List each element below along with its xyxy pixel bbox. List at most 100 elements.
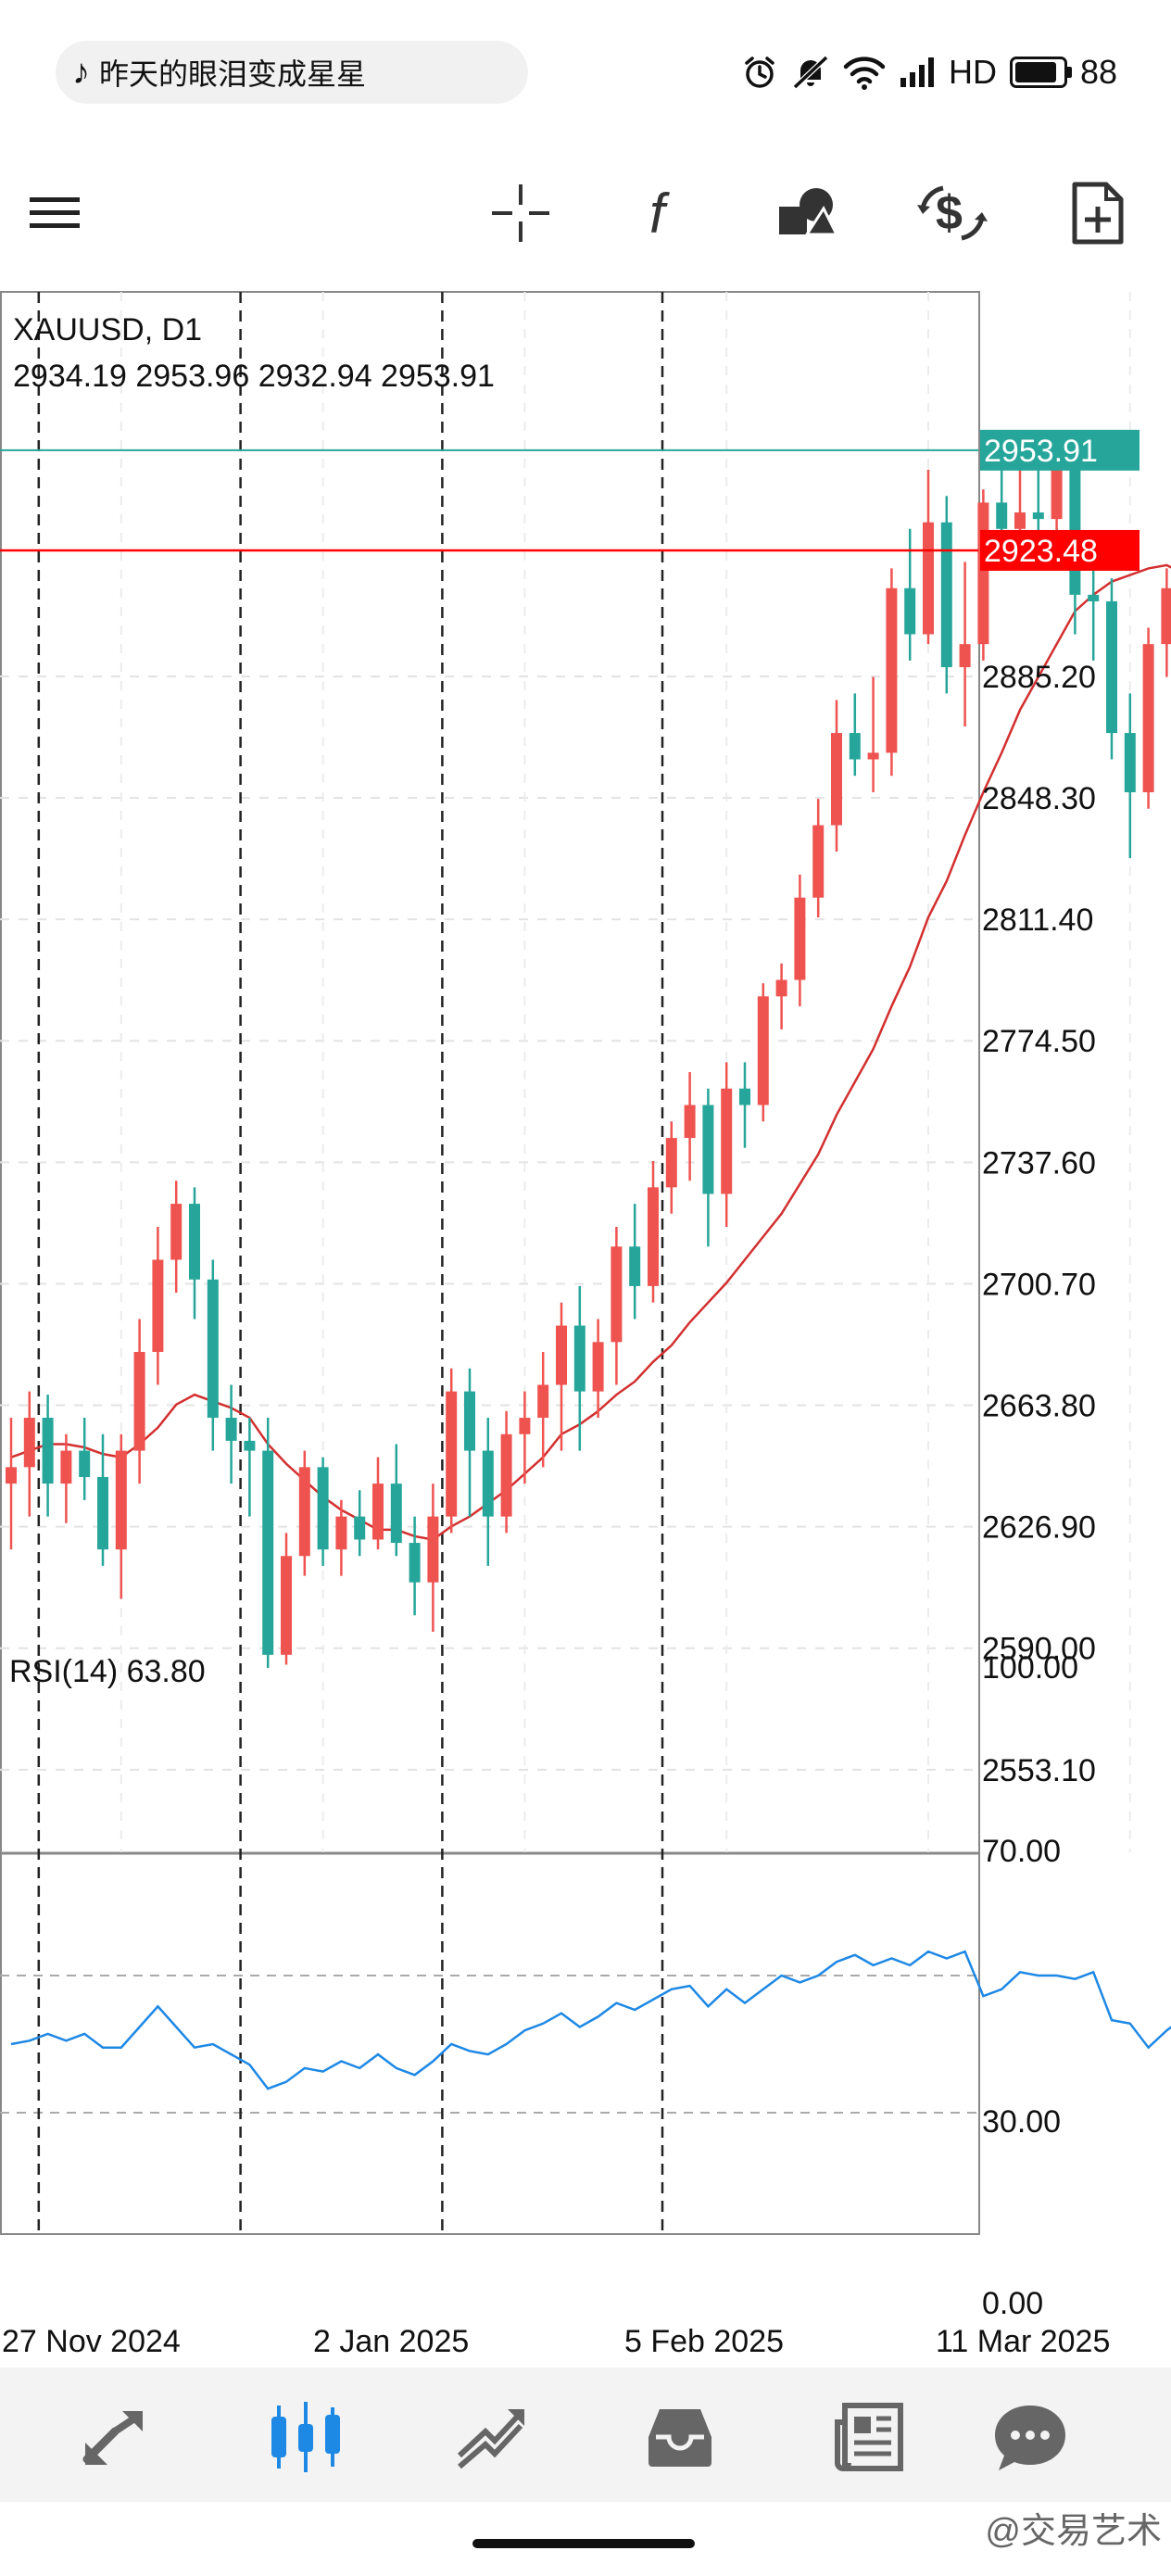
candle-body [849, 733, 861, 760]
candle-body [244, 1440, 256, 1451]
candle-body [281, 1556, 292, 1655]
candle [446, 1368, 458, 1534]
date-label-4: 11 Mar 2025 [936, 2324, 1110, 2356]
candle-body [684, 1105, 696, 1139]
candle [6, 1418, 17, 1550]
price-axis-label: 2663.80 [982, 1389, 1096, 1424]
candle-body [1142, 644, 1154, 793]
current-price-tag-text: 2953.91 [984, 434, 1098, 469]
candle-body [867, 752, 879, 760]
trade-icon: $ [917, 185, 988, 241]
price-axis-label: 2626.90 [982, 1510, 1096, 1546]
candle-body [996, 502, 1008, 529]
nav-history[interactable] [634, 2395, 726, 2479]
wifi-icon [843, 57, 886, 90]
candle-body [446, 1391, 458, 1517]
candle [152, 1226, 164, 1385]
candle-body [500, 1433, 512, 1517]
candle [170, 1181, 183, 1294]
trade-button[interactable]: $ [915, 176, 989, 250]
candle [225, 1384, 237, 1484]
candle-body [372, 1484, 384, 1540]
chart-area[interactable]: XAUUSD, D1 2934.19 2953.96 2932.94 2953.… [0, 290, 1171, 2359]
rsi-label: RSI(14) 63.80 [9, 1654, 206, 1689]
trade-nav-icon [457, 2409, 524, 2469]
music-pill[interactable]: ♪ 昨天的眼泪变成星星 [56, 41, 528, 104]
crosshair-icon [492, 184, 549, 242]
candle [207, 1259, 219, 1451]
new-order-button[interactable] [1060, 176, 1134, 250]
candle-body [1069, 462, 1081, 595]
candle [372, 1457, 384, 1550]
candle [923, 469, 934, 645]
candle-body [427, 1516, 439, 1583]
candle-body [519, 1418, 531, 1434]
candle-body [702, 1105, 714, 1194]
candle-body [152, 1259, 164, 1352]
rsi-axis-0: 0.00 [982, 2286, 1043, 2321]
candle-body [739, 1088, 750, 1105]
candle-body [60, 1450, 72, 1484]
nav-chart[interactable] [259, 2395, 352, 2479]
candle [775, 963, 787, 1029]
symbol-label: XAUUSD, D1 [13, 312, 202, 347]
watermark: @交易艺术 [985, 2512, 1162, 2551]
battery-icon [1009, 57, 1072, 88]
rsi-axis-30: 30.00 [982, 2104, 1061, 2140]
signal-icon [900, 57, 934, 87]
candle-body [812, 825, 825, 898]
candle-body [335, 1516, 347, 1550]
price-chart[interactable]: XAUUSD, D1 2934.19 2953.96 2932.94 2953.… [0, 290, 1171, 2359]
candle [611, 1226, 623, 1385]
network-type: HD [948, 53, 997, 91]
candle [831, 700, 842, 852]
current-price-tag [980, 429, 1140, 471]
menu-button[interactable] [19, 176, 93, 250]
candle [1088, 555, 1100, 661]
bottom-navigation [0, 2368, 1171, 2502]
level-price-tag [980, 529, 1140, 571]
candle-body [170, 1204, 183, 1260]
song-title: 昨天的眼泪变成星星 [99, 57, 367, 91]
candle-body [79, 1450, 91, 1477]
crosshair-button[interactable] [484, 176, 558, 250]
candle [519, 1391, 531, 1484]
indicators-button[interactable]: f [628, 176, 702, 250]
candle-body [831, 733, 842, 826]
candle [886, 568, 898, 777]
moving-average-line [10, 563, 1171, 1541]
candle-body [1014, 512, 1026, 529]
candle [940, 496, 952, 694]
nav-trade[interactable] [445, 2395, 537, 2479]
alarm-icon [745, 57, 774, 88]
objects-button[interactable] [771, 176, 845, 250]
candle [335, 1499, 347, 1576]
candle-body [207, 1279, 219, 1419]
candle [739, 1062, 750, 1148]
candle [23, 1391, 35, 1517]
candle [115, 1433, 127, 1599]
candle-body [977, 502, 989, 645]
candle-body [775, 979, 787, 997]
nav-quotes[interactable] [69, 2395, 161, 2479]
candle [812, 799, 825, 918]
candle-body [886, 587, 898, 753]
candle-body [1106, 600, 1117, 734]
rsi-axis-70: 70.00 [982, 1834, 1061, 1869]
chart-toolbar: f $ [0, 167, 1171, 259]
nav-news[interactable] [823, 2395, 915, 2479]
status-icons: HD 88 [741, 46, 1117, 98]
rsi-axis-100: 100.00 [982, 1650, 1078, 1686]
candle-body [573, 1325, 586, 1392]
indicator-f-icon: f [649, 183, 670, 244]
svg-text:f: f [649, 183, 670, 244]
home-indicator[interactable] [472, 2539, 695, 2548]
candle [959, 562, 971, 726]
date-label-3: 5 Feb 2025 [624, 2324, 784, 2356]
candle [1124, 693, 1136, 859]
candle [665, 1121, 677, 1214]
nav-messages[interactable] [984, 2395, 1077, 2479]
candle [702, 1088, 714, 1247]
menu-icon [30, 197, 80, 228]
new-order-icon [1072, 182, 1124, 245]
